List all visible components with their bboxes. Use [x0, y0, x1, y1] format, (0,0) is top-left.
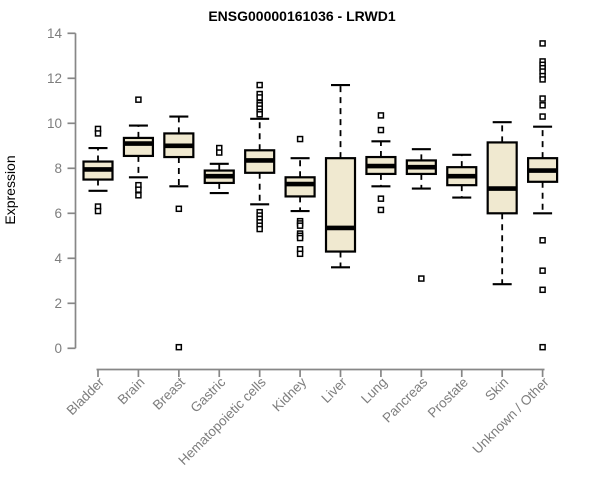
x-tick-label-lung: Lung	[358, 375, 390, 407]
box-bladder	[82, 125, 114, 215]
outlier-point	[256, 81, 263, 89]
outlier-point	[539, 40, 546, 47]
outlier-point	[296, 135, 304, 143]
boxes-layer	[82, 40, 559, 351]
x-tick-label-breast: Breast	[150, 374, 188, 412]
x-tick-label-unknown-other: Unknown / Other	[469, 374, 552, 457]
outlier-point	[377, 112, 385, 119]
box-lung	[365, 112, 397, 214]
outlier-point	[256, 111, 263, 118]
iqr-box	[122, 136, 155, 158]
x-tick-label-prostate: Prostate	[425, 375, 471, 421]
outlier-point	[135, 186, 142, 193]
box-prostate	[446, 153, 478, 199]
outlier-point	[377, 126, 385, 134]
outlier-point	[256, 94, 263, 101]
y-tick-label: 0	[54, 341, 62, 356]
outlier-point	[539, 113, 546, 120]
iqr-box	[284, 176, 316, 198]
outlier-point	[175, 343, 183, 351]
outlier-point	[175, 205, 183, 213]
outlier-point	[94, 207, 102, 215]
outlier-point	[296, 222, 304, 229]
box-skin	[486, 121, 518, 286]
x-tick-label-skin: Skin	[482, 375, 511, 404]
outlier-point	[377, 195, 385, 202]
box-breast	[163, 115, 195, 351]
box-kidney	[284, 135, 316, 258]
x-tick-label-liver: Liver	[318, 374, 350, 406]
y-tick-label: 14	[47, 26, 63, 41]
outlier-point	[296, 250, 304, 258]
y-tick-label: 6	[54, 206, 62, 221]
box-gastric	[203, 144, 235, 195]
outlier-point	[135, 192, 142, 199]
x-tick-label-kidney: Kidney	[269, 374, 309, 414]
x-tick-label-brain: Brain	[115, 375, 148, 408]
outlier-point	[539, 102, 546, 109]
y-tick-label: 4	[54, 251, 62, 266]
outlier-point	[377, 206, 385, 214]
box-pancreas	[405, 148, 437, 282]
iqr-box	[486, 141, 518, 215]
outlier-point	[539, 286, 546, 294]
chart-title: ENSG00000161036 - LRWD1	[208, 8, 395, 24]
box-liver	[324, 83, 357, 269]
outlier-point	[539, 267, 546, 274]
box-unknown-other	[526, 40, 559, 351]
outlier-point	[256, 225, 263, 233]
iqr-box	[324, 157, 357, 253]
y-tick-label: 12	[47, 71, 62, 86]
outlier-point	[135, 96, 142, 103]
y-axis-title: Expression	[2, 155, 18, 224]
box-brain	[122, 96, 155, 199]
y-tick-label: 8	[54, 161, 62, 176]
x-tick-label-bladder: Bladder	[64, 374, 108, 418]
box-hematopoietic-cells	[244, 81, 276, 233]
outlier-point	[539, 76, 546, 83]
x-tick-label-pancreas: Pancreas	[380, 374, 431, 425]
outlier-point	[539, 343, 546, 351]
outlier-point	[539, 237, 546, 244]
y-tick-label: 10	[47, 116, 62, 131]
y-tick-label: 2	[54, 296, 62, 311]
outlier-point	[216, 149, 223, 156]
outlier-point	[94, 130, 102, 137]
outlier-point	[418, 275, 425, 282]
outlier-point	[296, 234, 304, 242]
outlier-point	[539, 95, 546, 102]
